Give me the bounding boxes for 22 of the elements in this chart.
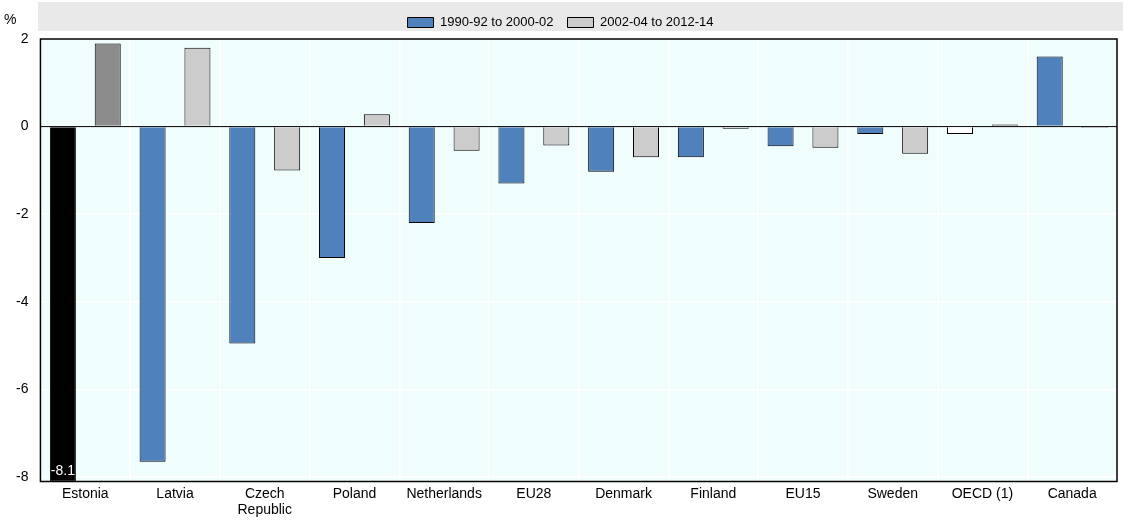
y-tick-label: -8: [16, 467, 29, 484]
y-tick-label: 2: [20, 29, 29, 46]
data-label: -8.1: [50, 462, 76, 479]
x-tick-label: Latvia: [156, 484, 194, 501]
x-tick-label: Czech Republic: [237, 484, 292, 518]
y-tick-label: 0: [20, 117, 29, 134]
x-tick-label: Poland: [332, 484, 377, 501]
x-tick-label: Denmark: [595, 484, 653, 501]
legend-label: 2002-04 to 2012-14: [600, 14, 714, 30]
y-axis-title: %: [4, 10, 17, 27]
x-tick-label: OECD (1): [951, 484, 1014, 501]
y-tick-label: -6: [16, 380, 29, 397]
x-tick-label: Finland: [690, 484, 737, 501]
x-tick-label: EU28: [516, 484, 552, 501]
y-tick-label: -2: [16, 205, 29, 222]
x-tick-label: Netherlands: [406, 484, 482, 501]
legend-label: 1990-92 to 2000-02: [440, 14, 554, 30]
y-tick-label: -4: [16, 292, 29, 309]
x-tick-label: Canada: [1047, 484, 1097, 501]
x-tick-label: Sweden: [867, 484, 919, 501]
x-tick-label: Estonia: [61, 484, 109, 501]
x-tick-label: EU15: [785, 484, 821, 501]
